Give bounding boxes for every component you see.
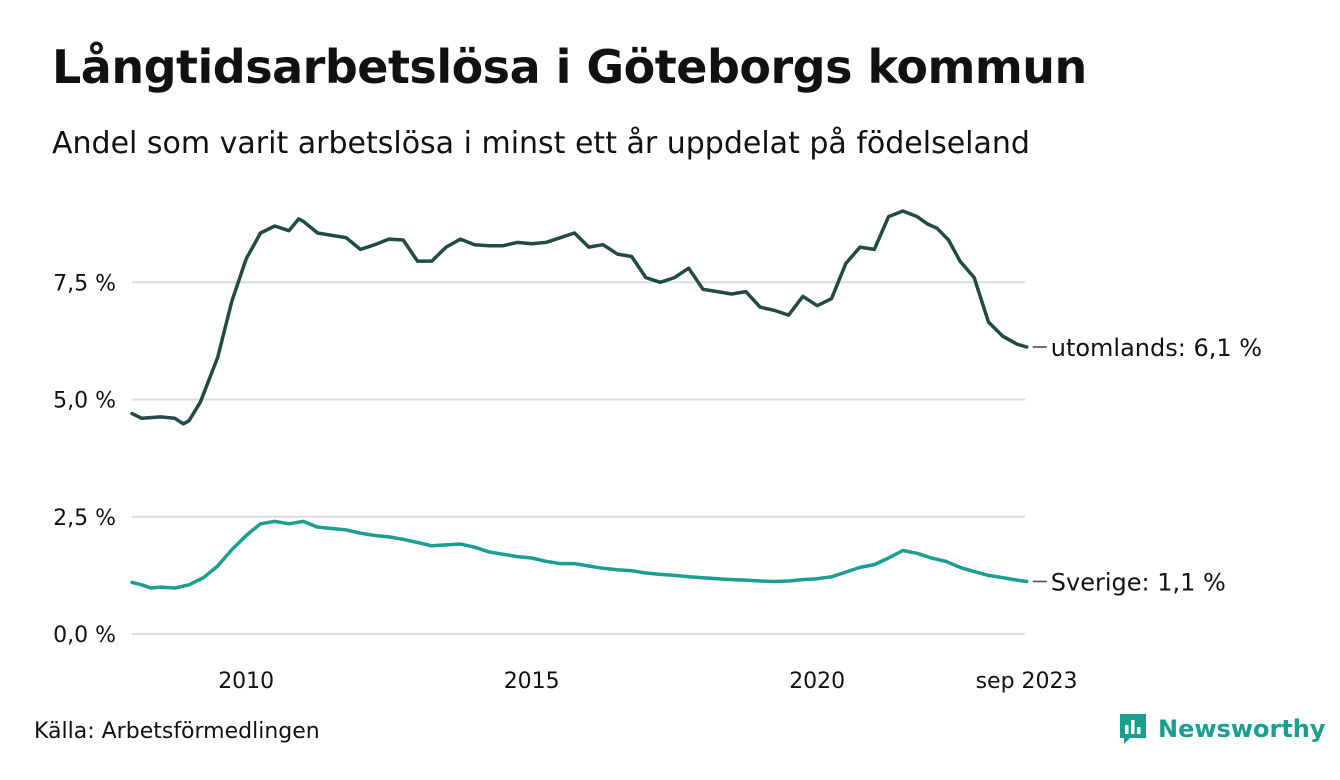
x-tick-label: 2015: [504, 669, 560, 694]
series-line-utomlands: [130, 209, 1029, 426]
y-tick-label: 0,0 %: [53, 623, 116, 648]
y-tick-label: 2,5 %: [53, 506, 116, 531]
y-tick-label: 7,5 %: [53, 271, 116, 296]
chart-subtitle: Andel som varit arbetslösa i minst ett å…: [52, 126, 1030, 161]
source-note: Källa: Arbetsförmedlingen: [34, 719, 320, 744]
brand[interactable]: Newsworthy: [1118, 712, 1326, 746]
newsworthy-logo-icon: [1120, 714, 1146, 744]
chart-title: Långtidsarbetslösa i Göteborgs kommun: [52, 40, 1087, 94]
series-line-sverige: [130, 519, 1029, 590]
x-tick-label: sep 2023: [976, 669, 1078, 694]
x-tick-label: 2010: [218, 669, 274, 694]
end-label-sverige: Sverige: 1,1 %: [1051, 568, 1226, 596]
brand-name: Newsworthy: [1158, 715, 1326, 743]
x-tick-label: 2020: [789, 669, 845, 694]
y-tick-label: 5,0 %: [53, 389, 116, 414]
end-label-utomlands: utomlands: 6,1 %: [1051, 334, 1262, 362]
